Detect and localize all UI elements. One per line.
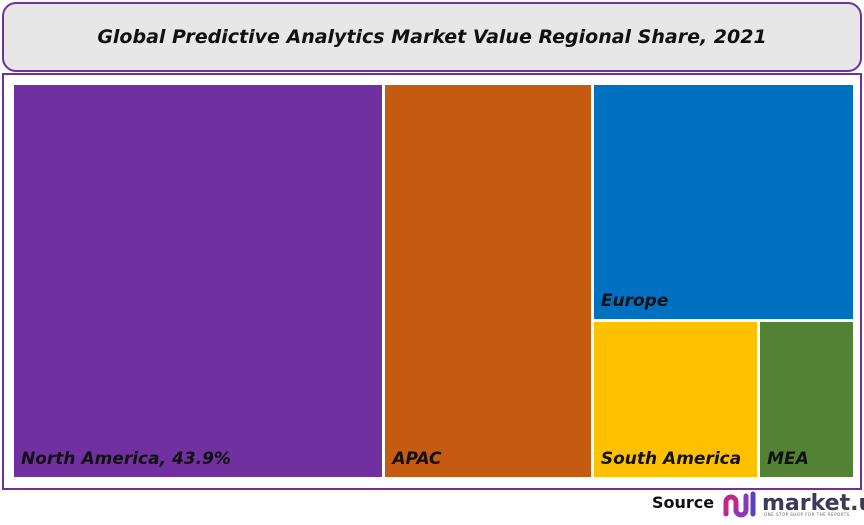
treemap-label: Europe [600, 291, 669, 312]
market-us-logo: market.us ONE STOP SHOP FOR THE REPORTS [722, 490, 864, 518]
treemap-label: North America, 43.9% [21, 449, 231, 469]
chart-area: North America, 43.9% APAC Europe South Amer… [2, 73, 862, 490]
brand-name: market.us [762, 491, 864, 516]
chart-title: Global Predictive Analytics Market Value… [97, 26, 767, 48]
treemap-label: South America [600, 448, 742, 469]
market-us-logo-icon [723, 491, 756, 518]
treemap-label: MEA [767, 448, 809, 469]
treemap-cell-south-america: South America [593, 322, 758, 477]
treemap: North America, 43.9% APAC Europe South Amer… [14, 85, 853, 477]
source-label: Source [652, 493, 715, 512]
treemap-cell-north-america: North America, 43.9% [14, 85, 383, 477]
chart-title-box: Global Predictive Analytics Market Value… [2, 2, 862, 72]
treemap-cell-europe: Europe [593, 85, 853, 320]
brand-tagline: ONE STOP SHOP FOR THE REPORTS [764, 512, 850, 517]
treemap-cell-mea: MEA [760, 322, 853, 477]
treemap-cell-apac: APAC [385, 85, 591, 477]
treemap-label: APAC [392, 449, 442, 469]
